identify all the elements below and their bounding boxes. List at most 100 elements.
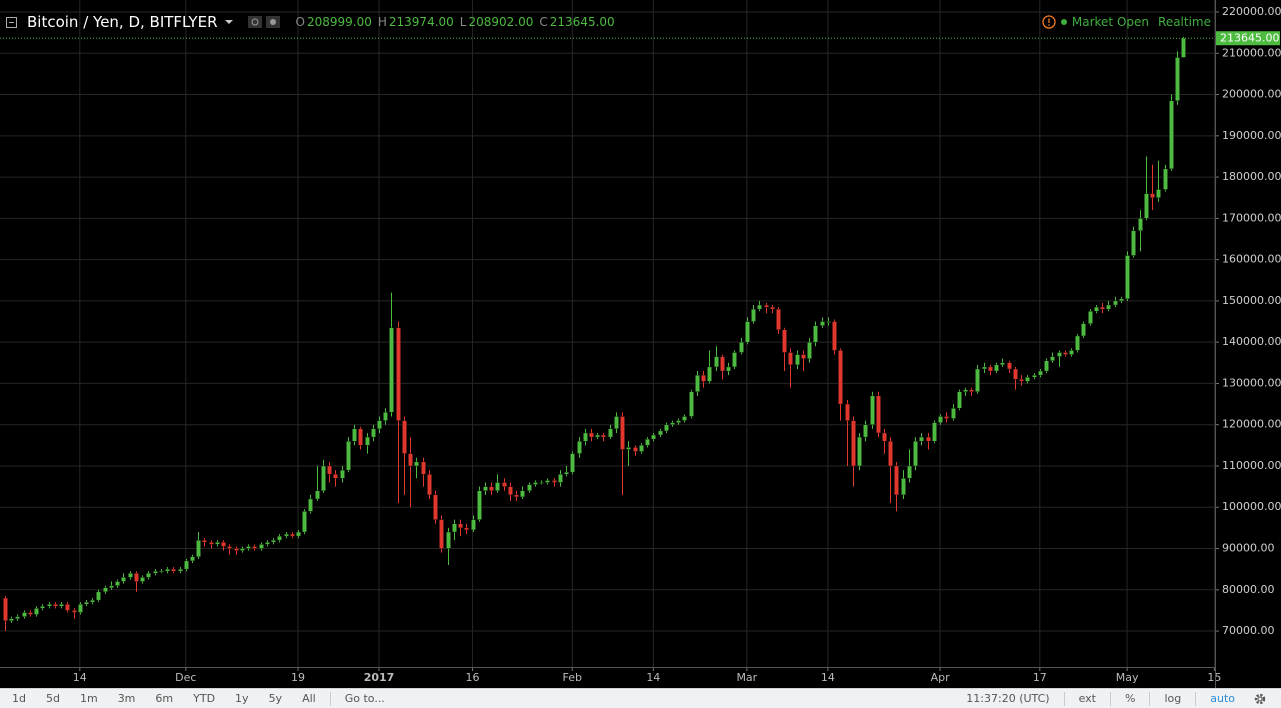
candle-body	[184, 560, 189, 570]
ohlc-value: 208999.00	[306, 15, 372, 29]
candle-body	[84, 601, 89, 605]
dropdown-arrow[interactable]	[224, 18, 234, 26]
candle-body	[988, 366, 993, 372]
candle-body	[732, 352, 737, 368]
candle-body	[414, 461, 419, 467]
candle-body	[477, 490, 482, 520]
candle-body	[28, 612, 33, 615]
y-tick-label: 90000.00	[1222, 542, 1275, 555]
candle-body	[845, 403, 850, 421]
candle-body	[40, 606, 45, 609]
x-tick-label: Feb	[563, 671, 582, 684]
range-button[interactable]: 5d	[45, 692, 60, 705]
candle-body	[508, 486, 513, 496]
candle-body	[564, 471, 569, 475]
candle-body	[59, 604, 64, 607]
candle-body	[558, 474, 563, 483]
candle-body	[284, 533, 289, 537]
candle-body	[371, 428, 376, 438]
candle-body	[290, 533, 295, 537]
candle-body	[676, 420, 681, 423]
candle-body	[215, 542, 220, 545]
candle-body	[315, 490, 320, 500]
candle-body	[452, 523, 457, 533]
candle-body	[938, 416, 943, 423]
range-button[interactable]: 6m	[155, 692, 174, 705]
candle-body	[34, 608, 39, 615]
range-button[interactable]: All	[302, 692, 316, 705]
candle-body	[1156, 189, 1161, 198]
x-tick-label: May	[1116, 671, 1139, 684]
range-button[interactable]: 5y	[268, 692, 283, 705]
candle-body	[894, 465, 899, 496]
candle-body	[801, 354, 806, 359]
ohlc-label: C	[539, 15, 548, 29]
settings-gear[interactable]	[1253, 692, 1267, 706]
last-price-label: 213645.00	[1220, 32, 1280, 45]
candle-body	[601, 434, 606, 438]
legend: Bitcoin / Yen, D, BITFLYER O 208999.00 H 21…	[6, 12, 615, 32]
y-tick-label: 150000.00	[1222, 294, 1281, 307]
candle-body	[751, 308, 756, 322]
candle-body	[1050, 356, 1055, 361]
settings-icons[interactable]	[247, 16, 282, 28]
candle-body	[352, 428, 357, 442]
scale-option[interactable]: auto	[1210, 692, 1235, 705]
candle-body	[639, 445, 644, 452]
candle-body	[714, 356, 719, 368]
candle-body	[595, 434, 600, 438]
ohlc-value: 213974.00	[388, 15, 454, 29]
candle-body	[358, 428, 363, 446]
candle-body	[1038, 370, 1043, 376]
candle-body	[1000, 362, 1005, 366]
market-status: Market Open Realtime	[1042, 12, 1211, 32]
candle-body	[957, 391, 962, 409]
y-tick-label: 130000.00	[1222, 376, 1281, 389]
candle-body	[296, 531, 301, 537]
candle-body	[782, 329, 787, 353]
candle-body	[65, 604, 70, 611]
alert-icon[interactable]	[1042, 15, 1056, 29]
candle-body	[764, 304, 769, 308]
candle-body	[1175, 57, 1180, 101]
candle-body	[776, 308, 781, 330]
candle-body	[96, 591, 101, 601]
scale-option[interactable]: log	[1164, 692, 1182, 705]
range-button[interactable]: 3m	[117, 692, 136, 705]
candle-body	[664, 424, 669, 432]
collapse-icon[interactable]	[6, 16, 17, 28]
symbol-title[interactable]: Bitcoin / Yen, D, BITFLYER	[27, 13, 218, 31]
candle-body	[545, 480, 550, 483]
candle-body	[9, 618, 14, 621]
candle-body	[757, 304, 762, 310]
y-tick-label: 120000.00	[1222, 418, 1281, 431]
range-button[interactable]: YTD	[193, 692, 216, 705]
range-button[interactable]: 1m	[79, 692, 98, 705]
range-button[interactable]: 1d	[12, 692, 26, 705]
candle-body	[1007, 362, 1012, 370]
candle-body	[913, 441, 918, 467]
candle-body	[1144, 193, 1149, 219]
candle-body	[346, 441, 351, 471]
clock[interactable]: 11:37:20 (UTC)	[966, 692, 1050, 705]
candle-body	[527, 484, 532, 491]
candle-body	[838, 350, 843, 405]
scale-option[interactable]: %	[1125, 692, 1136, 705]
goto-button[interactable]: Go to...	[344, 692, 385, 705]
candle-body	[863, 424, 868, 438]
candle-body	[514, 494, 519, 498]
candle-body	[408, 453, 413, 467]
range-button[interactable]: 1y	[235, 692, 249, 705]
candle-body	[265, 542, 270, 545]
candle-body	[857, 436, 862, 467]
candle-body	[633, 447, 638, 452]
candle-body	[240, 548, 245, 551]
mode-text: Realtime	[1158, 15, 1211, 29]
y-tick-label: 160000.00	[1222, 253, 1281, 266]
scale-option[interactable]: ext	[1078, 692, 1096, 705]
candle-body	[252, 546, 257, 549]
candle-body	[209, 542, 214, 545]
candle-body	[932, 422, 937, 442]
candle-body	[788, 352, 793, 366]
